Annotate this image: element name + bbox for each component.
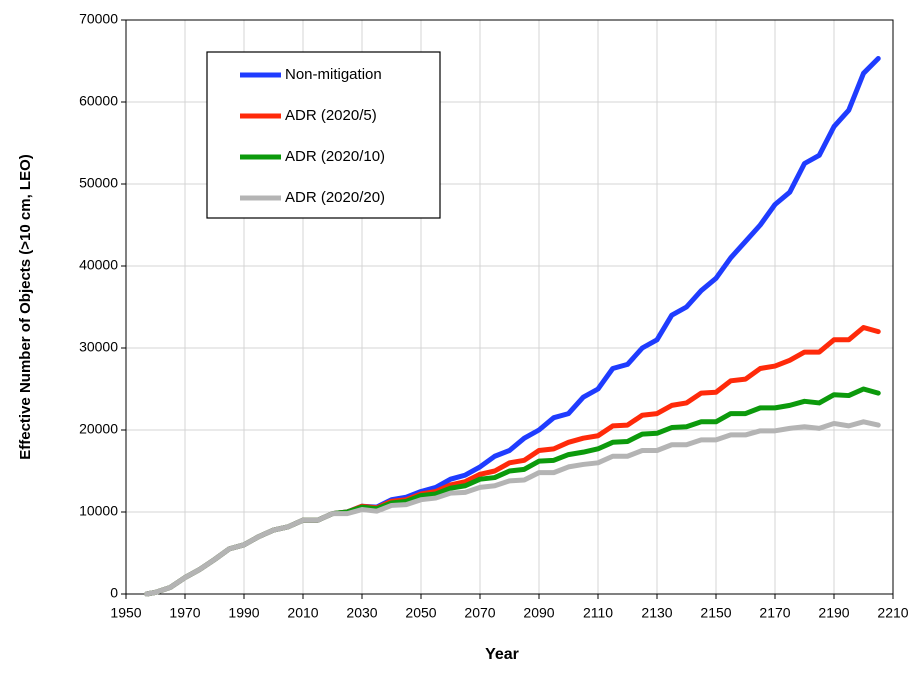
series-line <box>144 325 881 597</box>
y-tick-label: 30000 <box>79 339 118 355</box>
x-tick-label: 2010 <box>287 605 318 621</box>
legend-label: ADR (2020/20) <box>285 189 385 206</box>
x-tick-label: 2210 <box>877 605 908 621</box>
x-tick-label: 1990 <box>228 605 259 621</box>
legend-label: ADR (2020/5) <box>285 107 377 124</box>
y-tick-label: 0 <box>110 585 118 601</box>
x-tick-label: 1970 <box>169 605 200 621</box>
series-line <box>144 386 881 597</box>
y-tick-label: 10000 <box>79 503 118 519</box>
legend-label: Non-mitigation <box>285 66 382 83</box>
x-tick-label: 2150 <box>700 605 731 621</box>
y-axis-label: Effective Number of Objects (>10 cm, LEO… <box>17 154 34 460</box>
x-tick-label: 2090 <box>523 605 554 621</box>
plot-frame <box>125 19 894 595</box>
legend-box <box>206 51 441 219</box>
y-tick-label: 50000 <box>79 175 118 191</box>
x-tick-label: 2030 <box>346 605 377 621</box>
y-tick-label: 40000 <box>79 257 118 273</box>
legend-label: ADR (2020/10) <box>285 148 385 165</box>
x-tick-label: 1950 <box>110 605 141 621</box>
x-tick-label: 2170 <box>759 605 790 621</box>
x-tick-label: 2130 <box>641 605 672 621</box>
x-tick-label: 2070 <box>464 605 495 621</box>
x-tick-label: 2110 <box>583 605 613 621</box>
y-tick-label: 70000 <box>79 11 118 27</box>
y-tick-label: 20000 <box>79 421 118 437</box>
series-line <box>144 419 881 597</box>
y-tick-label: 60000 <box>79 93 118 109</box>
x-tick-label: 2050 <box>405 605 436 621</box>
x-axis-label: Year <box>485 646 519 663</box>
x-tick-label: 2190 <box>818 605 849 621</box>
